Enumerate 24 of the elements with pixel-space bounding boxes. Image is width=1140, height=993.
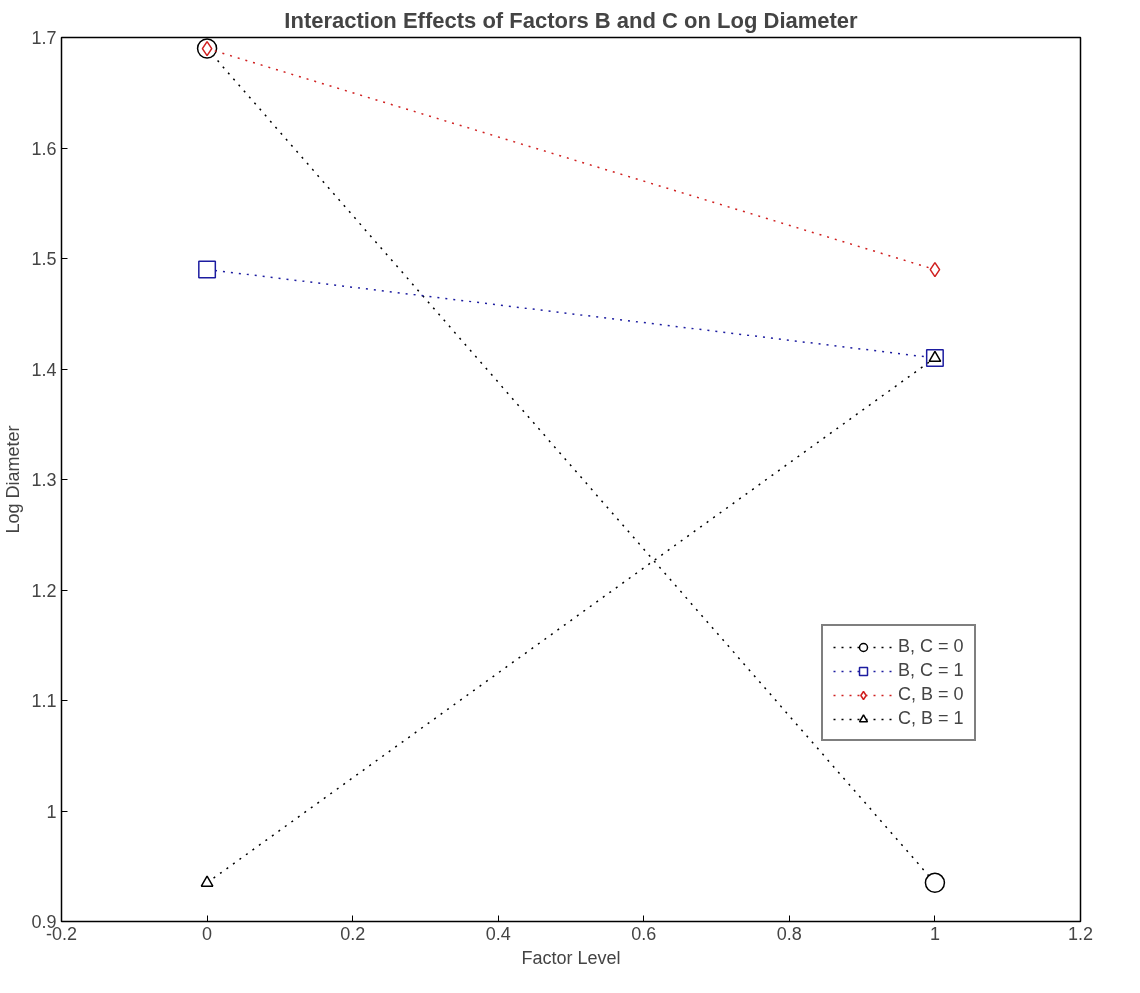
x-tick-label: 0: [202, 923, 213, 944]
point: [198, 260, 217, 279]
legend-label: C, B = 0: [898, 684, 964, 705]
x-tick-label: 0.2: [340, 923, 366, 944]
y-axis-title: Log Diameter: [3, 425, 24, 534]
x-tick-label: 1: [929, 923, 940, 944]
y-tick-label: 1.1: [31, 691, 57, 711]
y-tick-label: 1.7: [31, 28, 57, 48]
x-tick-label: 0.6: [631, 923, 657, 944]
x-tick-label: 0.8: [776, 923, 802, 944]
x-tick-label: 0.4: [485, 923, 511, 944]
y-tick-label: 1: [46, 801, 57, 822]
chart-title: Interaction Effects of Factors B and C on Log Diameter: [284, 7, 859, 33]
legend-label: B, C = 1: [898, 660, 964, 681]
y-tick-label: 1.6: [31, 138, 57, 159]
point: [924, 872, 946, 894]
y-tick-label: 1.2: [31, 580, 57, 601]
legend-label: B, C = 0: [898, 636, 964, 657]
x-axis-title: Factor Level: [521, 947, 621, 968]
x-tick-label: 1.2: [1067, 923, 1094, 944]
y-tick-label: 1.3: [31, 470, 57, 490]
y-tick-label: 1.5: [31, 249, 57, 269]
legend-label: C, B = 1: [898, 708, 964, 729]
y-tick-label: 1.4: [31, 359, 57, 380]
